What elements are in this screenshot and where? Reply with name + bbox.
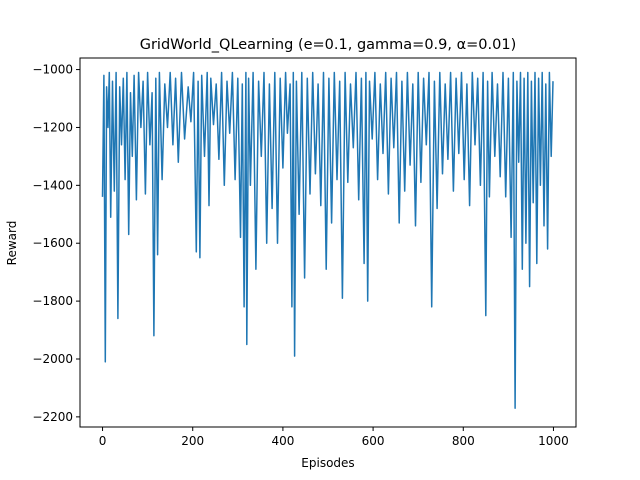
y-tick-label: −1000 [32,63,73,77]
y-tick-label: −2200 [32,410,73,424]
y-axis-label: Reward [5,221,19,266]
x-axis-ticks: 0 200 400 600 800 1000 [99,427,569,448]
chart-title: GridWorld_QLearning (e=0.1, gamma=0.9, α… [140,37,517,53]
series-layer [101,71,554,409]
x-tick-label: 0 [99,434,107,448]
y-tick-label: −2000 [32,352,73,366]
x-tick-label: 600 [362,434,385,448]
x-tick-label: 1000 [538,434,569,448]
y-axis-ticks: −2200 −2000 −1800 −1600 −1400 −1200 −1000 [32,63,80,424]
y-tick-label: −1200 [32,120,73,134]
x-tick-label: 400 [271,434,294,448]
x-tick-label: 800 [452,434,475,448]
x-tick-label: 200 [181,434,204,448]
series-line-0 [101,71,554,409]
y-tick-label: −1800 [32,294,73,308]
plot-area-frame [79,57,577,428]
y-tick-label: −1400 [32,178,73,192]
y-tick-label: −1600 [32,236,73,250]
x-axis-label: Episodes [301,456,354,470]
